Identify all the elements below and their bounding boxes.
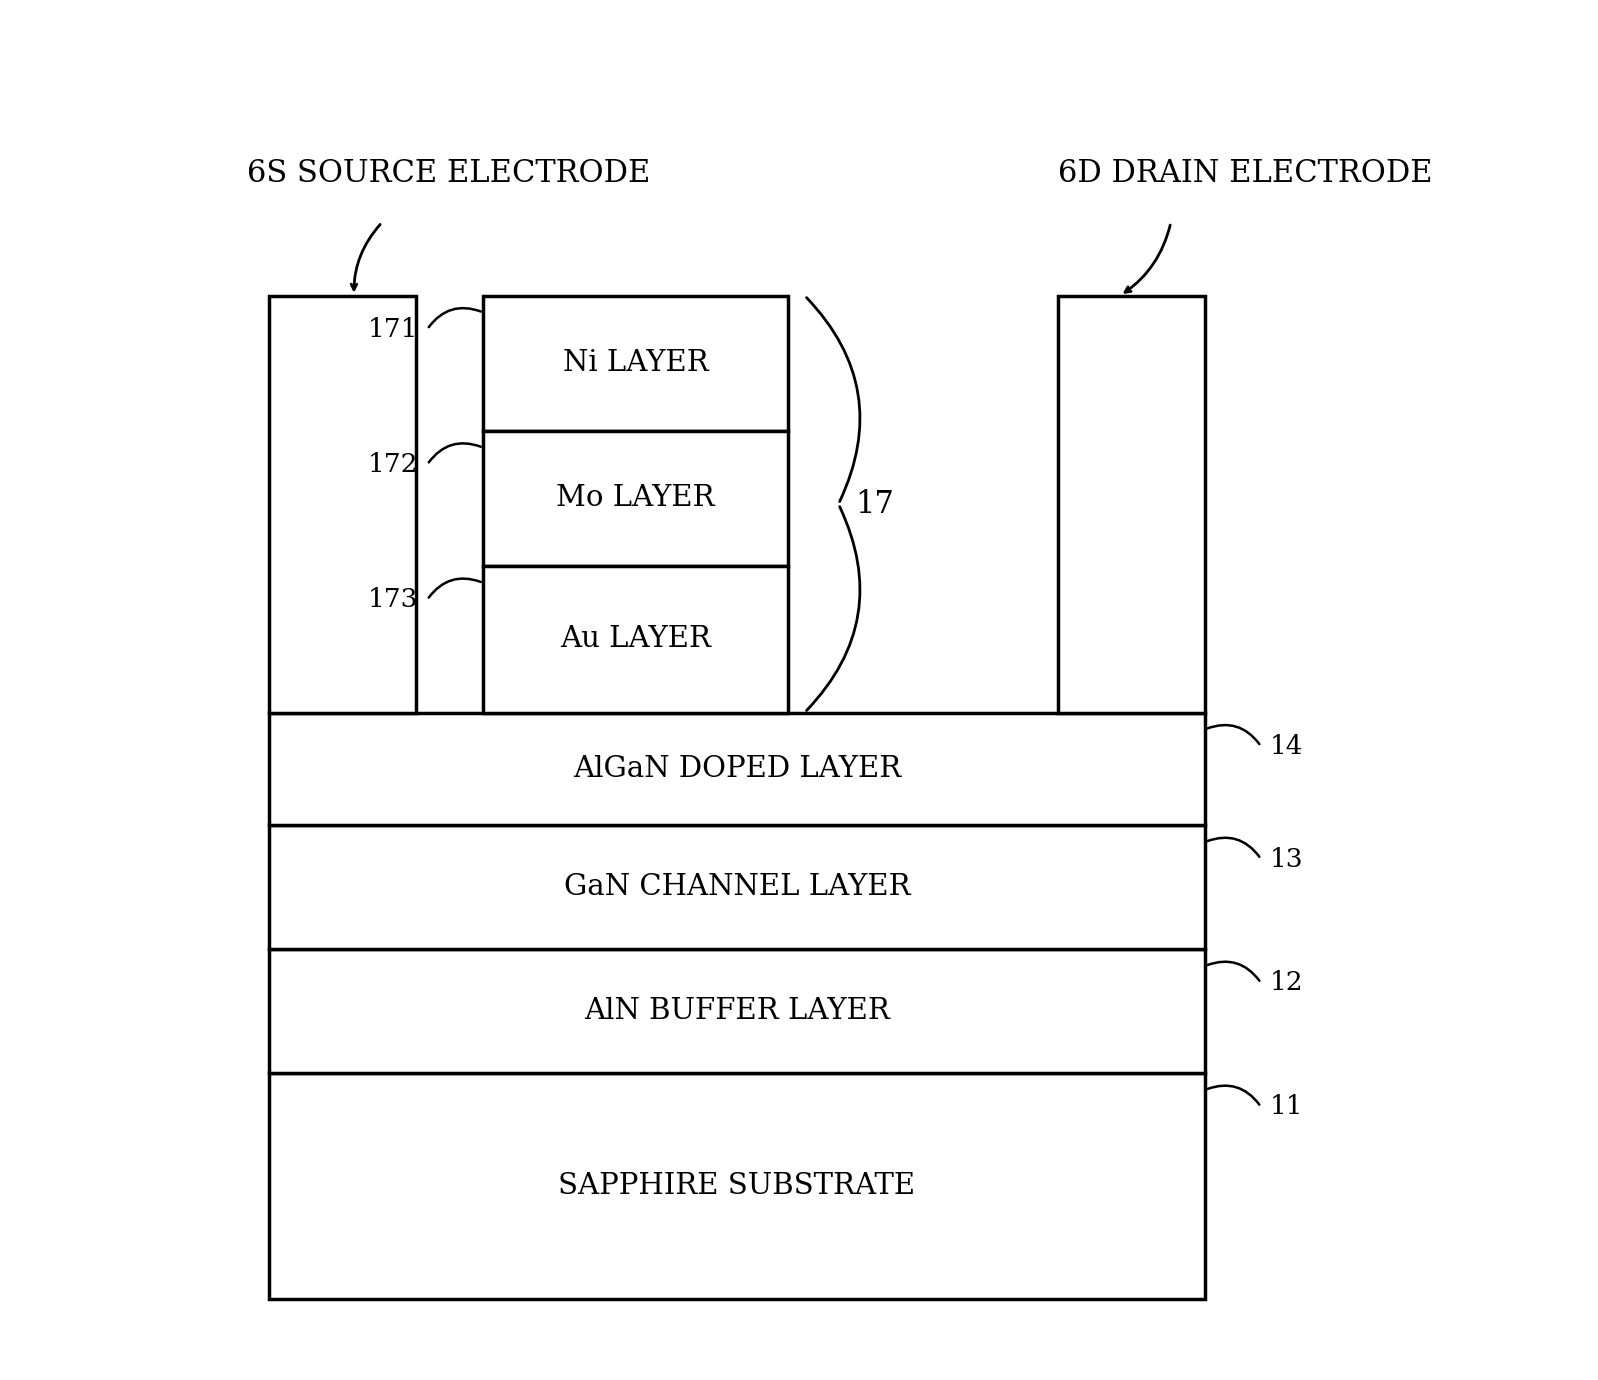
Text: 6D DRAIN ELECTRODE: 6D DRAIN ELECTRODE: [1058, 157, 1433, 189]
Text: AlN BUFFER LAYER: AlN BUFFER LAYER: [585, 998, 890, 1025]
Text: 13: 13: [1270, 846, 1304, 872]
Text: Mo LAYER: Mo LAYER: [556, 484, 714, 512]
Bar: [484, 431, 788, 566]
Bar: [1058, 295, 1205, 712]
Bar: [270, 712, 1205, 825]
Bar: [270, 1074, 1205, 1299]
Bar: [270, 825, 1205, 949]
Text: 12: 12: [1270, 970, 1304, 995]
Text: 11: 11: [1270, 1094, 1304, 1119]
Text: 172: 172: [368, 453, 419, 477]
Text: AlGaN DOPED LAYER: AlGaN DOPED LAYER: [574, 755, 901, 782]
Text: Ni LAYER: Ni LAYER: [562, 349, 708, 377]
Text: 171: 171: [368, 317, 419, 342]
Text: 17: 17: [855, 489, 895, 519]
Bar: [270, 295, 415, 712]
Text: GaN CHANNEL LAYER: GaN CHANNEL LAYER: [564, 874, 911, 901]
Bar: [270, 949, 1205, 1074]
Text: SAPPHIRE SUBSTRATE: SAPPHIRE SUBSTRATE: [558, 1172, 916, 1199]
Bar: [484, 566, 788, 712]
Text: 14: 14: [1270, 734, 1304, 759]
Text: 6S SOURCE ELECTRODE: 6S SOURCE ELECTRODE: [246, 157, 650, 189]
Text: Au LAYER: Au LAYER: [561, 625, 711, 653]
Bar: [484, 295, 788, 431]
Text: 173: 173: [368, 588, 419, 613]
